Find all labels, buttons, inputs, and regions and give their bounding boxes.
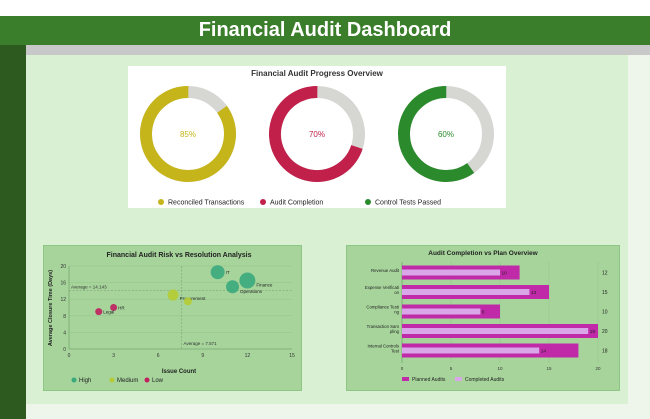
risk-legend-label-low: Low — [152, 378, 164, 384]
progress-overview-chart[interactable]: Financial Audit Progress Overview 85% 70%… — [128, 66, 506, 208]
risk-resolution-chart[interactable]: Financial Audit Risk vs Resolution Analy… — [43, 245, 302, 391]
risk-legend-label-high: High — [79, 378, 91, 384]
audit-completion-chart[interactable]: Audit Completion vs Plan Overview 0 5 10 15… — [346, 245, 620, 391]
legend-marker-completed — [455, 377, 462, 381]
scatter-point[interactable] — [183, 297, 192, 306]
category-label-transaction-sampling: Transaction Sam — [367, 324, 400, 329]
progress-overview-svg: Financial Audit Progress Overview 85% 70%… — [129, 69, 504, 207]
x-tick-label: 3 — [112, 353, 115, 359]
planned-value-label: 20 — [602, 329, 608, 335]
y-tick-label: 0 — [63, 347, 66, 353]
scatter-point-procurement[interactable] — [167, 289, 179, 301]
progress-chart-title: Financial Audit Progress Overview — [251, 69, 384, 78]
x-tick-label: 0 — [68, 353, 71, 359]
audit-completion-svg: Audit Completion vs Plan Overview 0 5 10 15… — [365, 250, 608, 383]
scatter-point-label: Finance — [256, 283, 273, 288]
average-y-label: Average = 14.143 — [71, 284, 107, 289]
risk-x-axis-label: Issue Count — [162, 369, 196, 375]
donut-value-audit-completion: 70% — [309, 130, 325, 139]
x-tick-label: 15 — [546, 366, 552, 371]
donut-arc-reconciled-transactions[interactable] — [129, 75, 246, 192]
x-tick-label: 9 — [201, 353, 204, 359]
risk-legend-label-medium: Medium — [117, 378, 138, 384]
risk-resolution-svg: Financial Audit Risk vs Resolution Analy… — [48, 252, 295, 384]
category-label-transaction-sampling: pling — [390, 329, 400, 334]
scatter-point-label: Procurement — [180, 296, 207, 301]
completed-value-label: 8 — [482, 310, 485, 316]
legend-label-audit-completion: Audit Completion — [270, 200, 323, 207]
y-tick-label: 16 — [60, 281, 66, 287]
x-tick-label: 10 — [497, 366, 503, 371]
completed-value-label: 19 — [590, 329, 596, 335]
legend-label-completed: Completed Audits — [465, 377, 505, 383]
legend-label-control-tests-passed: Control Tests Passed — [375, 200, 441, 207]
header-divider — [0, 45, 650, 55]
x-tick-label: 5 — [450, 366, 453, 371]
legend-label-planned: Planned Audits — [412, 377, 446, 383]
donut-arc-control-tests-passed[interactable] — [387, 75, 504, 192]
x-tick-label: 15 — [289, 353, 295, 359]
y-tick-label: 12 — [60, 297, 66, 303]
completed-value-label: 13 — [531, 290, 537, 296]
bar-completed-transaction-sampling[interactable] — [402, 328, 589, 334]
completed-value-label: 10 — [502, 271, 508, 277]
right-margin — [628, 55, 650, 404]
planned-value-label: 10 — [602, 310, 608, 316]
scatter-point-it[interactable] — [210, 265, 225, 280]
planned-value-label: 15 — [602, 290, 608, 296]
left-rail — [0, 45, 26, 419]
scatter-point-label: IT — [226, 270, 230, 275]
donut-arc-audit-completion[interactable] — [264, 81, 370, 187]
scatter-point-label: Operations — [240, 289, 263, 294]
risk-legend-marker-low — [144, 377, 150, 383]
y-tick-label: 20 — [60, 264, 66, 270]
y-tick-label: 8 — [63, 314, 66, 320]
legend-marker-audit-completion — [260, 199, 266, 205]
category-label-expense-verification: Expense Verificati — [365, 285, 399, 290]
x-tick-label: 20 — [595, 366, 601, 371]
category-label-internal-controls-test: Test — [391, 349, 400, 354]
scatter-point-finance[interactable] — [239, 272, 256, 289]
risk-legend-marker-high — [71, 377, 77, 383]
bar-completed-internal-controls-test[interactable] — [402, 347, 540, 354]
planned-value-label: 18 — [602, 349, 608, 355]
bottom-margin — [26, 404, 650, 419]
donut-value-control-tests-passed: 60% — [438, 130, 454, 139]
y-tick-label: 4 — [63, 330, 66, 336]
category-label-compliance-testing: ng — [394, 310, 399, 315]
category-label-compliance-testing: Compliance Testi — [366, 305, 399, 310]
category-label-expense-verification: on — [394, 290, 399, 295]
category-label-revenue-audit: Revenue Audit — [371, 268, 400, 273]
legend-marker-control-tests-passed — [365, 199, 371, 205]
bar-completed-revenue-audit[interactable] — [402, 269, 500, 276]
risk-y-axis-label: Average Closure Time (Days) — [48, 270, 54, 346]
scatter-point-label: Legal — [103, 310, 114, 315]
completed-value-label: 14 — [541, 349, 547, 355]
x-tick-label: 6 — [157, 353, 160, 359]
legend-marker-reconciled-transactions — [158, 199, 164, 205]
risk-chart-title: Financial Audit Risk vs Resolution Analy… — [107, 252, 252, 259]
bar-completed-compliance-testing[interactable] — [402, 308, 481, 315]
scatter-point-operations[interactable] — [226, 280, 240, 294]
audit-chart-title: Audit Completion vs Plan Overview — [428, 250, 538, 257]
donut-value-reconciled-transactions: 85% — [180, 130, 196, 139]
x-tick-label: 12 — [245, 353, 251, 359]
average-x-label: Average = 7.571 — [184, 341, 218, 346]
scatter-point-label: HR — [118, 306, 125, 311]
scatter-point-legal[interactable] — [95, 308, 103, 316]
x-tick-label: 0 — [401, 366, 404, 371]
category-label-internal-controls-test: Internal Controls — [367, 344, 399, 349]
legend-label-reconciled-transactions: Reconciled Transactions — [168, 200, 245, 207]
legend-marker-planned — [402, 377, 409, 381]
page-title: Financial Audit Dashboard — [0, 16, 650, 45]
scatter-point-hr[interactable] — [110, 304, 118, 311]
bar-completed-expense-verification[interactable] — [402, 289, 530, 295]
risk-legend-marker-medium — [109, 377, 115, 383]
planned-value-label: 12 — [602, 271, 608, 277]
